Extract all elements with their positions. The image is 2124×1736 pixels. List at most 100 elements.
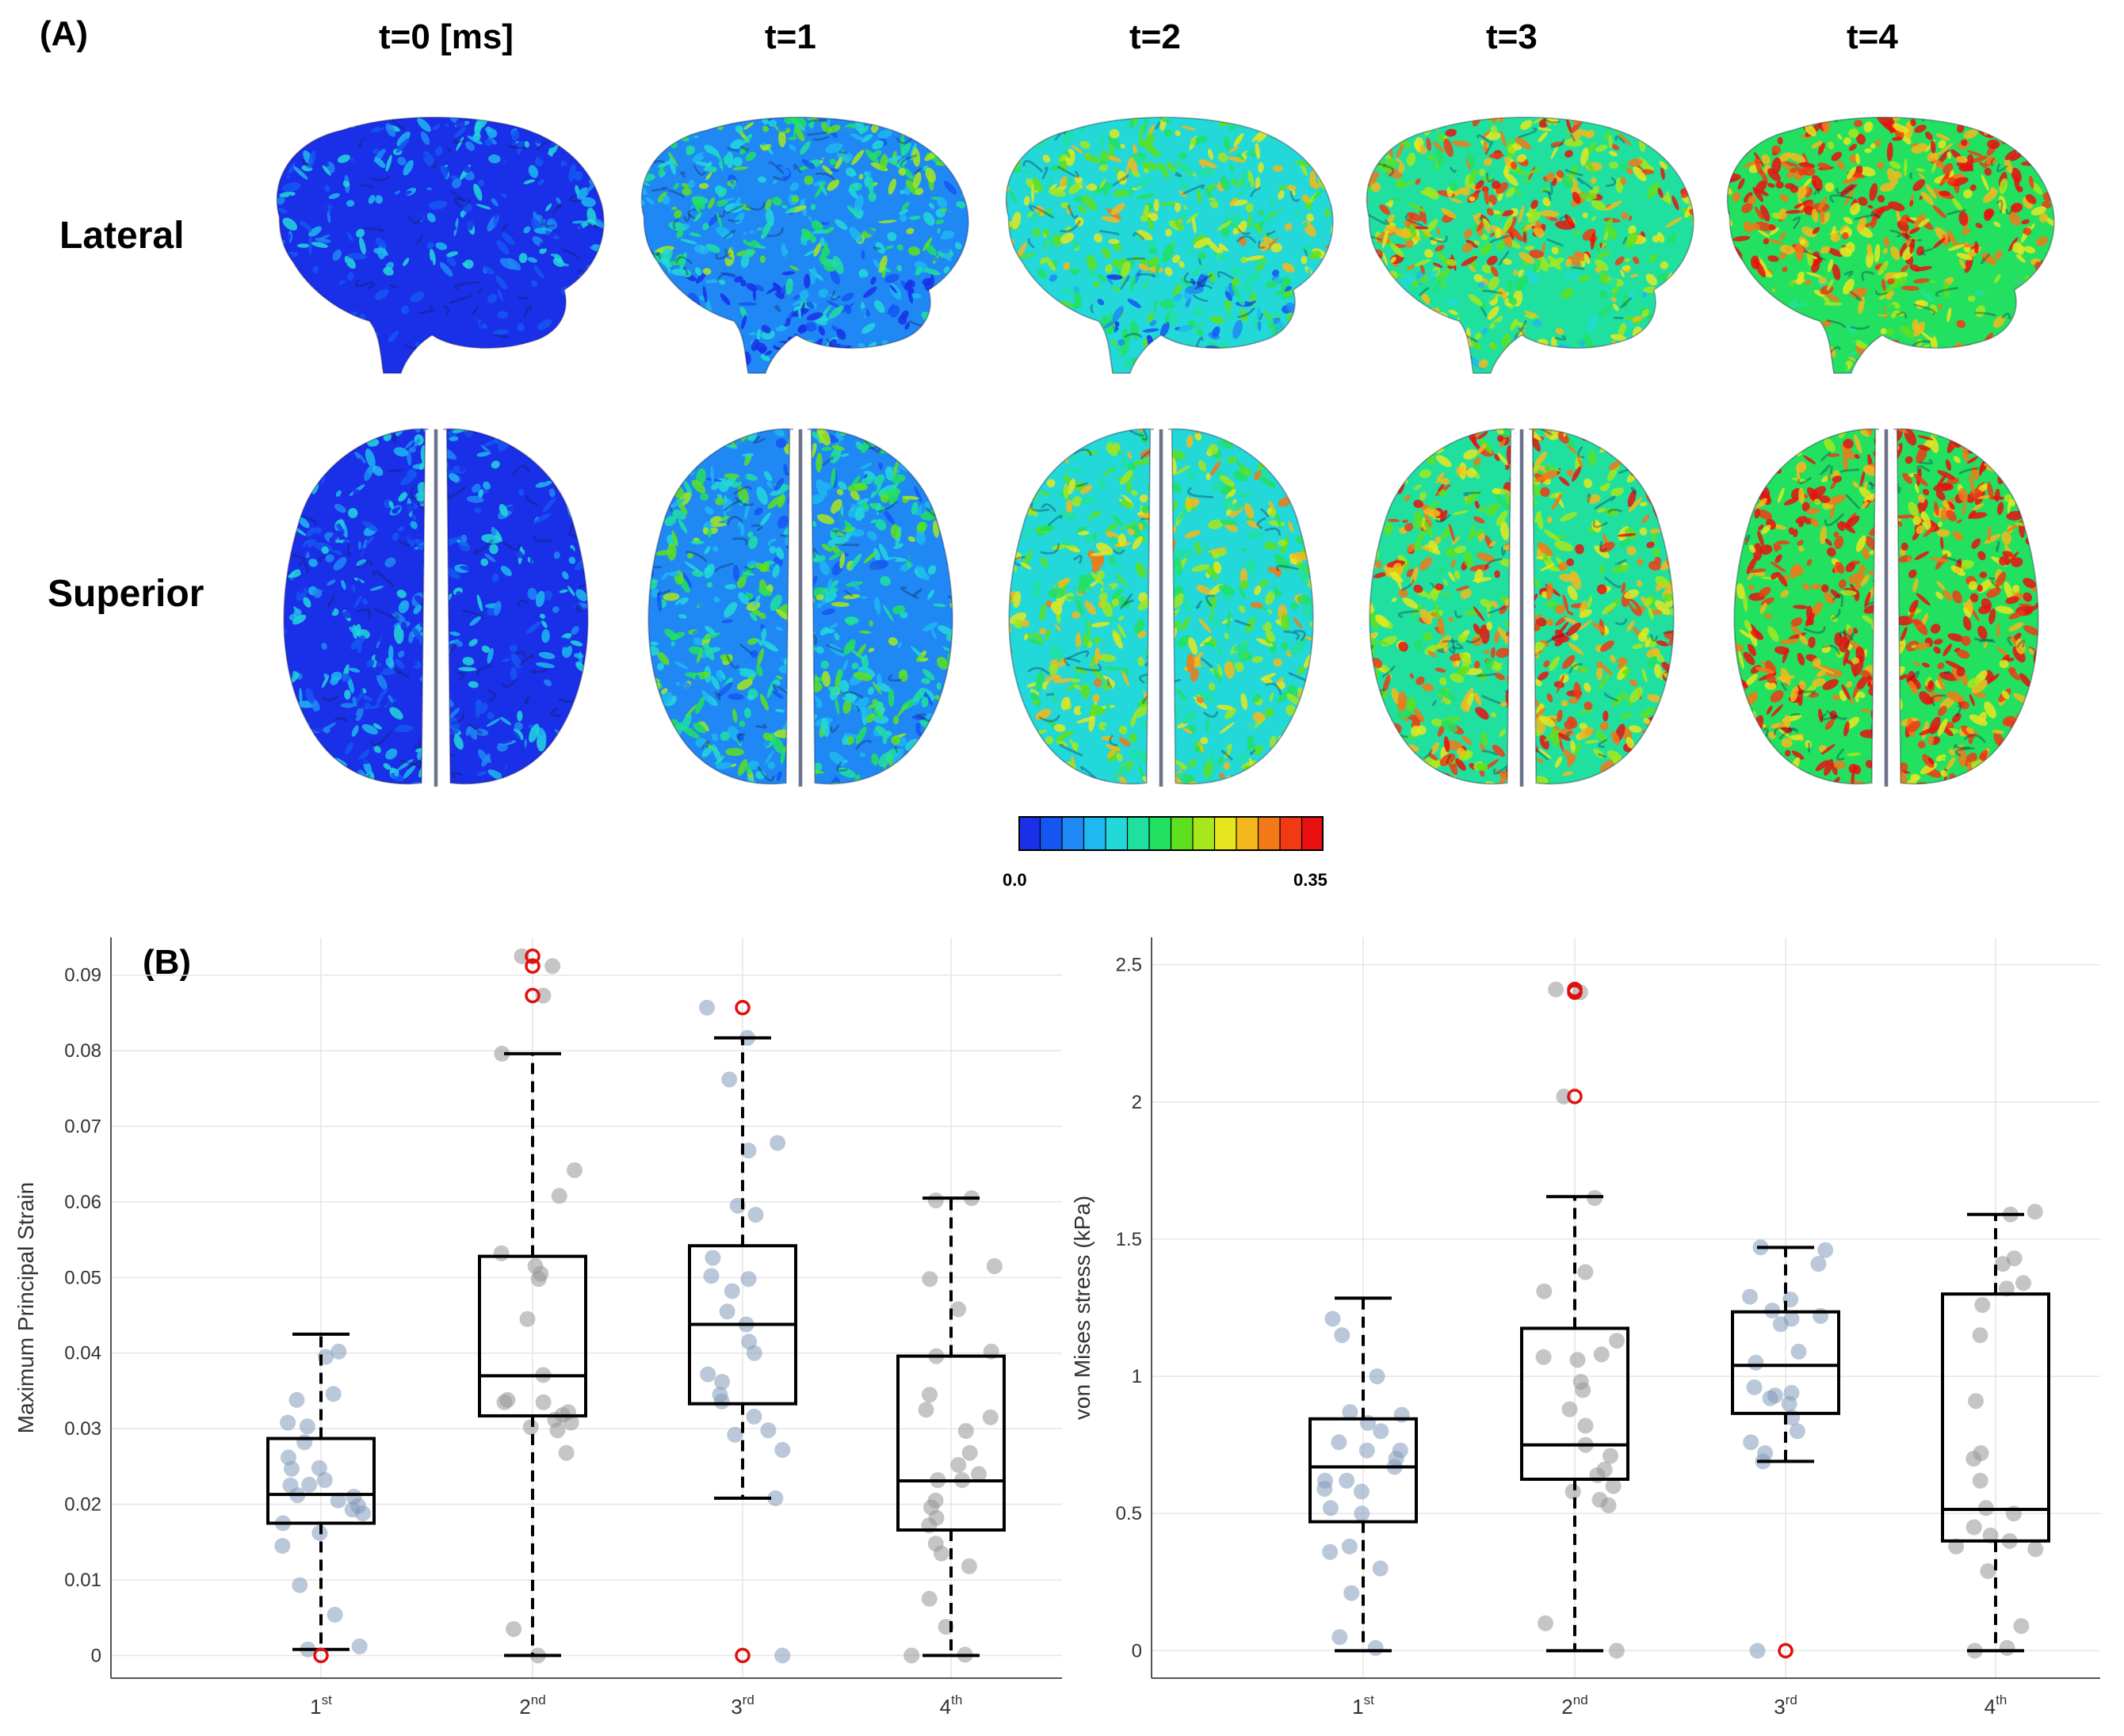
colorbar-segment xyxy=(1258,816,1281,851)
data-point xyxy=(1593,1346,1610,1363)
data-point xyxy=(1538,1615,1553,1631)
data-point xyxy=(1772,1316,1789,1333)
data-point xyxy=(544,958,561,975)
iqr-box xyxy=(266,1436,376,1525)
iqr-box xyxy=(1308,1417,1418,1524)
data-point xyxy=(1369,1368,1385,1385)
colorbar-segment xyxy=(1106,816,1128,851)
data-point xyxy=(1331,1629,1348,1646)
data-point xyxy=(971,1466,987,1482)
iqr-box xyxy=(478,1254,587,1417)
superior-brain-t0 xyxy=(283,428,589,787)
data-point xyxy=(950,1301,967,1318)
y-tick-label: 0.5 xyxy=(1116,1503,1142,1524)
data-point xyxy=(354,1505,371,1521)
data-point xyxy=(1343,1585,1360,1601)
data-point xyxy=(1748,1354,1764,1371)
data-point xyxy=(2015,1275,2031,1292)
data-point xyxy=(284,1460,300,1477)
data-point xyxy=(493,1245,510,1261)
outlier-marker xyxy=(735,999,751,1016)
data-point xyxy=(1339,1472,1355,1489)
outlier-marker xyxy=(1567,982,1583,998)
data-point xyxy=(774,1647,791,1664)
data-point xyxy=(533,1265,549,1282)
data-point xyxy=(1575,1382,1591,1398)
data-point xyxy=(301,1476,318,1493)
data-point xyxy=(746,1345,762,1361)
data-point xyxy=(551,1188,567,1204)
y-tick-label: 0 xyxy=(91,1645,101,1666)
data-point xyxy=(522,1419,539,1436)
data-point xyxy=(927,1536,944,1552)
data-point xyxy=(327,1606,343,1623)
data-point xyxy=(927,1492,944,1509)
data-point xyxy=(982,1409,999,1425)
data-point xyxy=(714,1374,731,1390)
data-point xyxy=(1817,1242,1834,1258)
y-tick-label: 0.06 xyxy=(64,1192,101,1213)
data-point xyxy=(1536,1283,1553,1299)
lateral-brain-t4 xyxy=(1726,116,2055,374)
time-label-t0: t=0 [ms] xyxy=(379,17,514,56)
data-point xyxy=(922,1271,938,1288)
data-point xyxy=(767,1490,784,1506)
iqr-box xyxy=(896,1354,1006,1532)
data-point xyxy=(1762,1390,1778,1406)
data-point xyxy=(1341,1538,1358,1555)
data-point xyxy=(699,999,715,1016)
x-tick-label: 2nd xyxy=(1561,1692,1587,1719)
data-point xyxy=(918,1402,934,1418)
data-point xyxy=(346,1489,362,1505)
colorbar-segment xyxy=(1171,816,1194,851)
x-tick-label: 2nd xyxy=(519,1692,545,1719)
colorbar-segment xyxy=(1127,816,1150,851)
time-label-t2: t=2 xyxy=(1129,17,1181,56)
y-tick-label: 0.02 xyxy=(64,1494,101,1516)
colorbar-min-label: 0.0 xyxy=(1003,870,1027,890)
colorbar-segment xyxy=(1236,816,1259,851)
data-point xyxy=(506,1621,522,1637)
panel-a-label: (A) xyxy=(40,14,89,53)
data-point xyxy=(1743,1434,1759,1451)
strain-boxplot: 0 0.01 0.02 0.03 0.04 0.05 0.06 0.07 0.08 0.09 Max… xyxy=(13,937,1062,1719)
brain-strain-map xyxy=(277,117,604,374)
data-point xyxy=(1749,1643,1766,1659)
data-point xyxy=(1810,1256,1827,1272)
data-point xyxy=(280,1414,296,1431)
data-point xyxy=(1564,1483,1581,1500)
data-point xyxy=(1556,1088,1572,1105)
data-point xyxy=(1742,1288,1758,1305)
data-point xyxy=(961,1444,978,1461)
y-tick-label: 0.04 xyxy=(64,1343,101,1364)
x-tick-label: 3rd xyxy=(1774,1692,1797,1719)
data-point xyxy=(1535,1349,1552,1365)
data-point xyxy=(774,1441,791,1458)
data-point xyxy=(499,1391,516,1408)
data-point xyxy=(1972,1327,1988,1344)
data-point xyxy=(1569,1352,1586,1368)
data-point xyxy=(1561,1401,1578,1417)
brain-strain-map xyxy=(641,117,968,374)
outlier-marker xyxy=(525,958,541,975)
data-point xyxy=(1577,1417,1594,1434)
data-point xyxy=(292,1577,308,1593)
brain-strain-map xyxy=(1006,117,1333,374)
data-point xyxy=(2027,1541,2044,1558)
data-point xyxy=(957,1423,974,1439)
stress-boxplot: 0 0.5 1 1.5 2 2.5 von Mises stress (kPa) 1st 2nd… xyxy=(1070,937,2100,1719)
x-tick-label: 1st xyxy=(1352,1692,1374,1719)
data-point xyxy=(1577,1264,1594,1280)
data-point xyxy=(746,1408,762,1425)
y-axis-label: von Mises stress (kPa) xyxy=(1070,1196,1094,1420)
data-point xyxy=(282,1477,299,1494)
outlier-marker xyxy=(313,1647,329,1664)
y-tick-label: 1 xyxy=(1132,1366,1142,1387)
data-point xyxy=(747,1207,764,1223)
lateral-brain-t0 xyxy=(276,116,605,374)
data-point xyxy=(1972,1472,1988,1489)
data-point xyxy=(1608,1643,1625,1659)
data-point xyxy=(330,1492,346,1509)
data-point xyxy=(325,1386,342,1402)
data-point xyxy=(903,1647,920,1664)
